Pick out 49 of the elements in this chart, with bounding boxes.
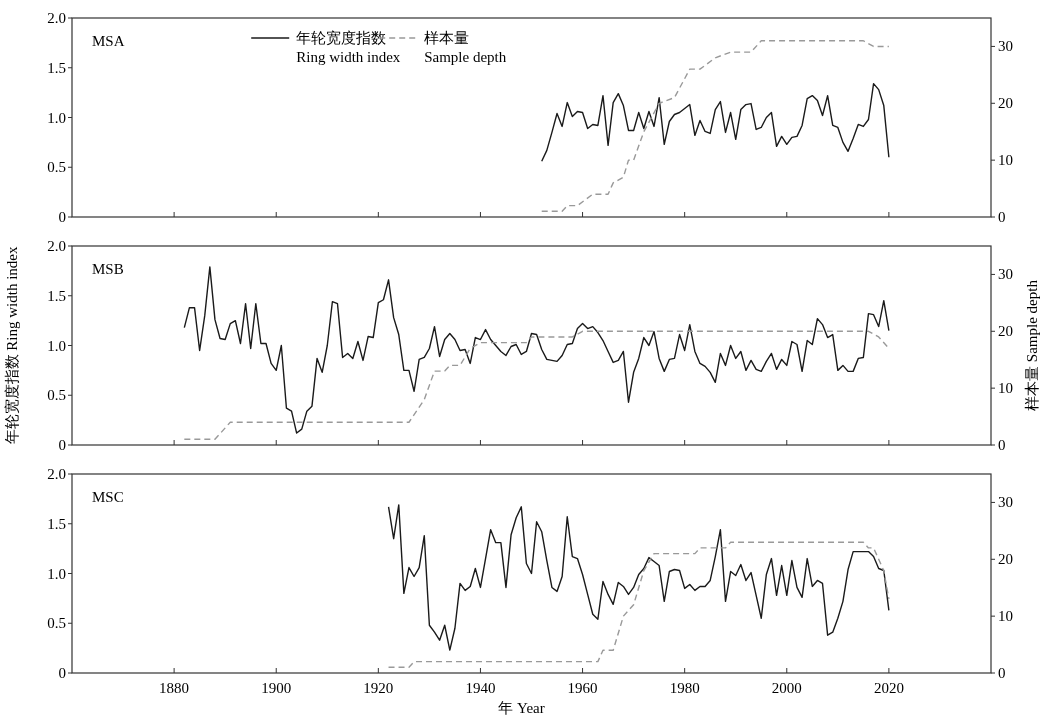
x-tick-label: 1960 bbox=[567, 680, 598, 696]
legend-label: 样本量 Sample depth bbox=[424, 30, 507, 65]
y-tick-label: 0 bbox=[58, 437, 66, 453]
x-tick-label: 1980 bbox=[669, 680, 700, 696]
y-tick-label: 0.5 bbox=[47, 615, 66, 632]
y2-tick-label: 0 bbox=[998, 437, 1006, 453]
y-tick-label: 2.0 bbox=[47, 466, 66, 482]
y2-tick-label: 20 bbox=[998, 95, 1013, 112]
y-tick-label: 1.5 bbox=[47, 287, 66, 304]
y2-tick-label: 10 bbox=[998, 152, 1013, 169]
y2-tick-label: 10 bbox=[998, 380, 1013, 397]
y2-tick-label: 30 bbox=[998, 266, 1013, 283]
y2-tick-label: 0 bbox=[998, 665, 1006, 681]
y-tick-label: 1.5 bbox=[47, 59, 66, 76]
legend-label: 年轮宽度指数 Ring width index bbox=[296, 30, 401, 65]
y-tick-label: 1.0 bbox=[47, 109, 66, 126]
x-tick-label: 2020 bbox=[873, 680, 904, 696]
y2-tick-label: 20 bbox=[998, 551, 1013, 568]
text: MSC bbox=[92, 489, 124, 505]
y2-tick-label: 10 bbox=[998, 608, 1013, 625]
y-tick-label: 0.5 bbox=[47, 159, 66, 176]
y-tick-label: 1.0 bbox=[47, 565, 66, 582]
y-tick-label: 0.5 bbox=[47, 387, 66, 404]
y-tick-label: 2.0 bbox=[47, 10, 66, 26]
text: MSB bbox=[92, 261, 124, 277]
x-axis-title: 年 Year bbox=[498, 700, 545, 716]
y-tick-label: 0 bbox=[58, 209, 66, 225]
x-tick-label: 1940 bbox=[465, 680, 496, 696]
y2-tick-label: 30 bbox=[998, 494, 1013, 511]
y-axis-title: 年轮宽度指数 Ring width index bbox=[4, 246, 20, 445]
y-tick-label: 1.5 bbox=[47, 515, 66, 532]
x-tick-label: 1920 bbox=[363, 680, 394, 696]
line-series bbox=[541, 82, 890, 162]
x-tick-label: 1880 bbox=[159, 680, 190, 696]
y2-axis-title: 样本量 Sample depth bbox=[1024, 279, 1040, 411]
line-series bbox=[183, 330, 890, 441]
line-series bbox=[387, 541, 890, 669]
x-tick-label: 2000 bbox=[771, 680, 802, 696]
y2-tick-label: 0 bbox=[998, 209, 1006, 225]
text: MSA bbox=[92, 33, 125, 49]
y2-tick-label: 30 bbox=[998, 38, 1013, 55]
line-series bbox=[541, 40, 890, 213]
y2-tick-label: 20 bbox=[998, 323, 1013, 340]
y-tick-label: 2.0 bbox=[47, 238, 66, 254]
line-series bbox=[387, 504, 890, 651]
y-tick-label: 0 bbox=[58, 665, 66, 681]
line-series bbox=[183, 266, 890, 434]
x-tick-label: 1900 bbox=[261, 680, 292, 696]
y-tick-label: 1.0 bbox=[47, 337, 66, 354]
